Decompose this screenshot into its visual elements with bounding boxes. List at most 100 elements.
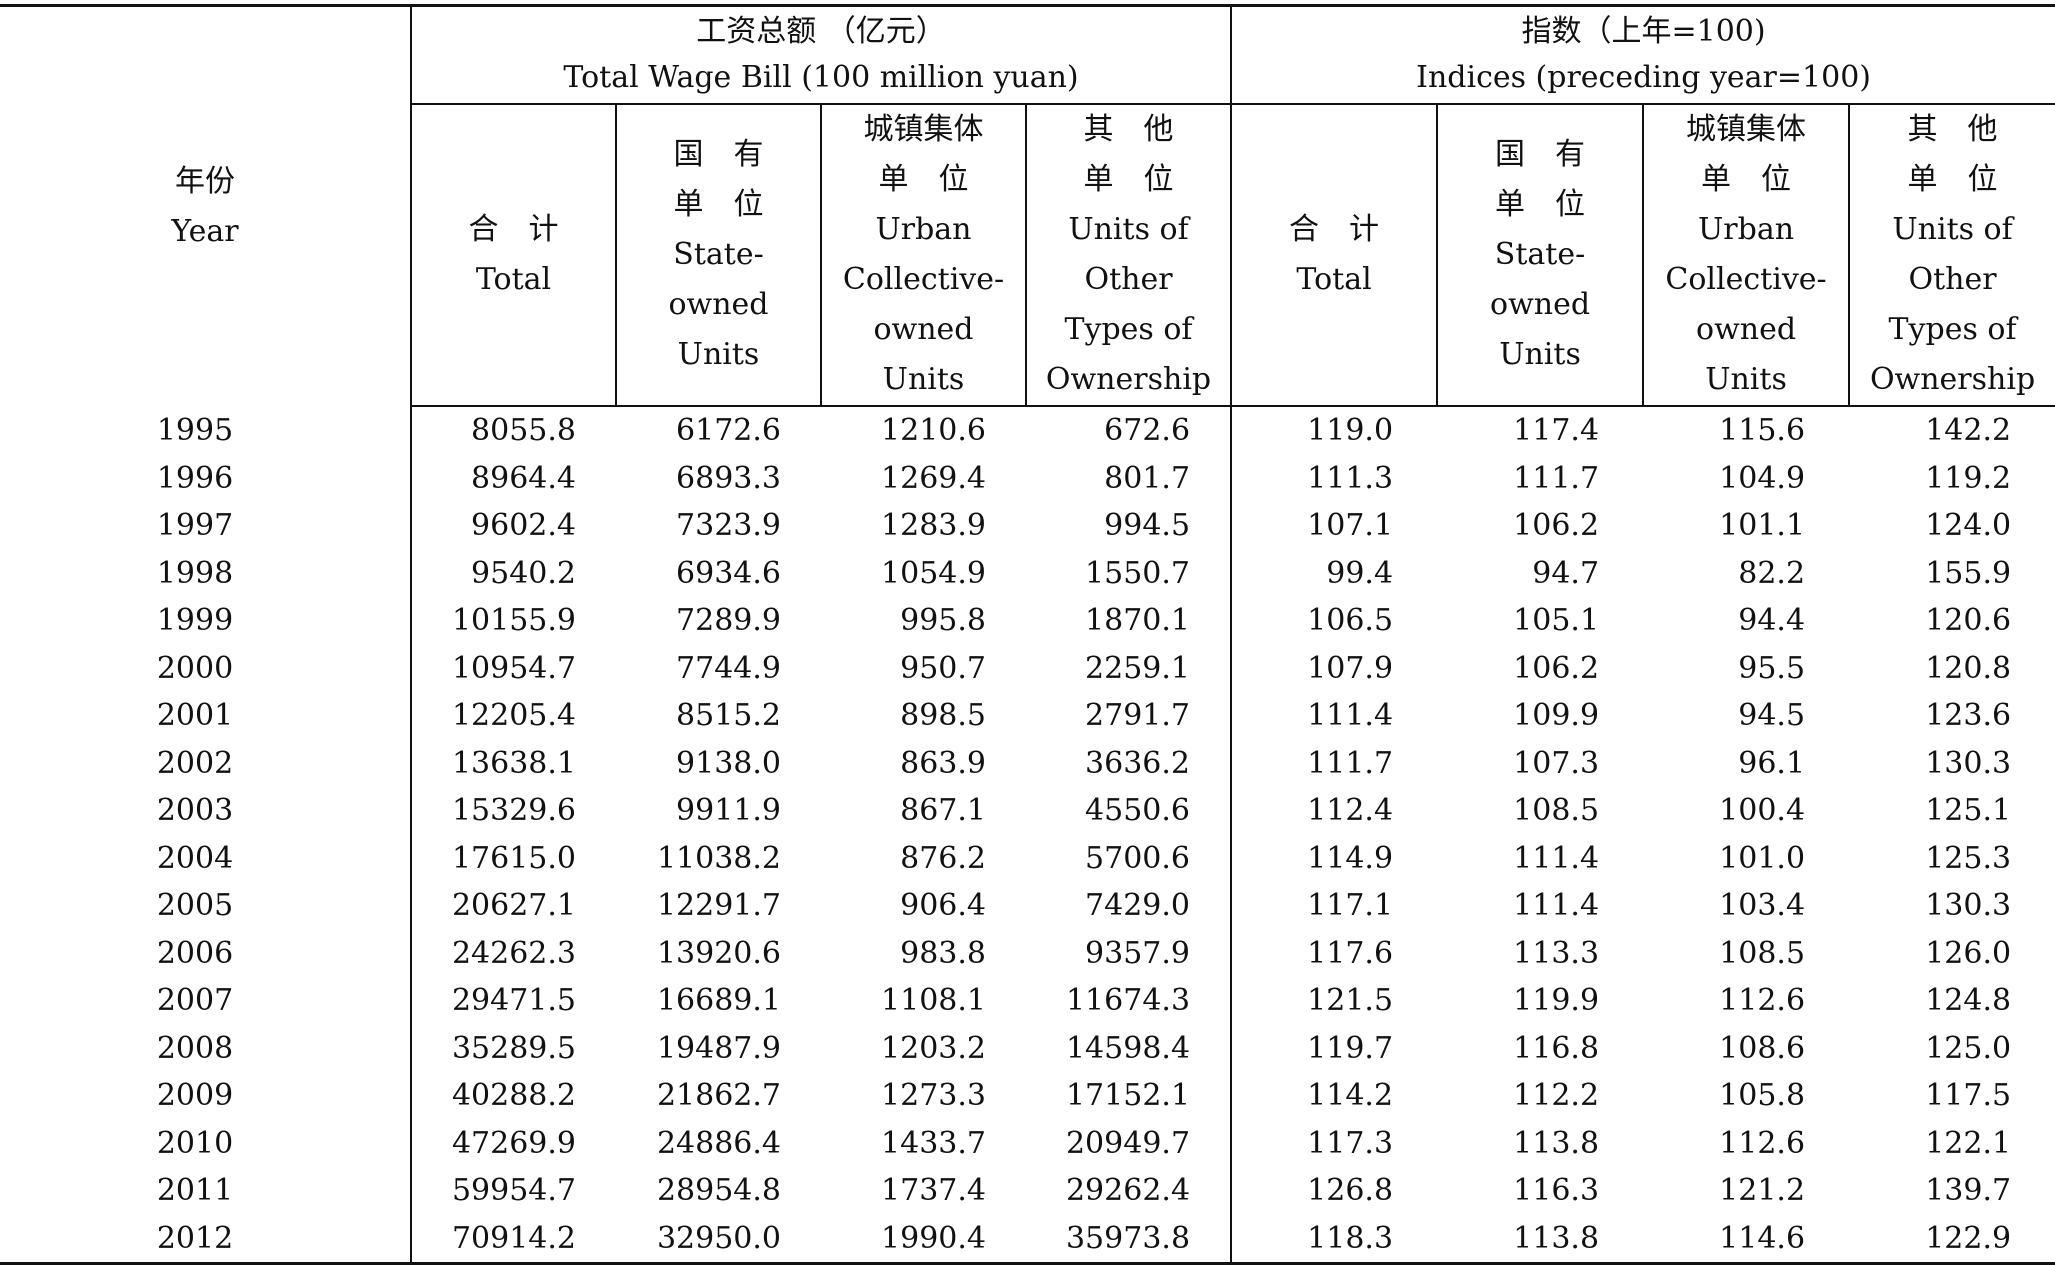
year-header-zh: 年份 bbox=[175, 163, 235, 199]
wage-collective-cell: 906.4 bbox=[900, 888, 986, 923]
wage-state-cell: 11038.2 bbox=[656, 840, 781, 876]
indices-header-en: Indices (preceding year=100) bbox=[1416, 60, 1872, 95]
index-collective-cell: 112.6 bbox=[1719, 1125, 1806, 1161]
wage-total-cell: 70914.2 bbox=[410, 1214, 616, 1264]
wage-state-cell: 13920.6 bbox=[656, 935, 781, 971]
wage-other-cell: 801.7 bbox=[1104, 460, 1191, 496]
index-state-cell: 94.7 bbox=[1532, 555, 1600, 591]
wage-collective-cell: 1269.4 bbox=[881, 460, 986, 496]
wage-other-cell: 672.6 bbox=[1104, 413, 1191, 448]
index-state-header-zh-2: 单 位 bbox=[1495, 187, 1586, 222]
index-collective-cell: 96.1 bbox=[1738, 745, 1806, 781]
index-state-cell: 108.5 bbox=[1513, 793, 1600, 828]
collective-header-zh-2: 单 位 bbox=[878, 162, 969, 197]
index-collective-cell: 104.9 bbox=[1719, 460, 1806, 496]
index-collective-cell: 121.2 bbox=[1719, 1173, 1806, 1208]
year-header-en: Year bbox=[171, 213, 239, 249]
index-state-cell: 116.3 bbox=[1513, 1173, 1600, 1208]
wage-other-cell: 2259.1 bbox=[1085, 650, 1191, 686]
index-total-cell: 117.6 bbox=[1230, 929, 1438, 977]
wage-total-cell: 29471.5 bbox=[410, 977, 616, 1025]
state-header-zh-1: 国 有 bbox=[673, 137, 764, 172]
index-collective-cell: 112.6 bbox=[1719, 983, 1806, 1018]
index-other-cell: 122.1 bbox=[1925, 1125, 2012, 1161]
index-state-cell: 113.3 bbox=[1513, 935, 1600, 971]
wage-bill-header-zh: 工资总额 （亿元） bbox=[696, 14, 946, 49]
index-total-cell: 126.8 bbox=[1230, 1167, 1438, 1215]
wage-state-cell: 6893.3 bbox=[676, 460, 781, 496]
index-state-header-zh-1: 国 有 bbox=[1495, 137, 1586, 172]
wage-state-cell: 9911.9 bbox=[676, 793, 781, 828]
index-total-cell: 112.4 bbox=[1230, 787, 1438, 835]
year-cell: 2012 bbox=[156, 1220, 234, 1256]
index-collective-cell: 95.5 bbox=[1738, 650, 1806, 686]
table-row: 2009 40288.2 21862.7 1273.3 17152.1 114.2 112.… bbox=[0, 1072, 2055, 1120]
table-row: 2010 47269.9 24886.4 1433.7 20949.7 117.3 113.… bbox=[0, 1119, 2055, 1167]
index-other-cell: 124.0 bbox=[1925, 508, 2012, 543]
index-collective-cell: 94.4 bbox=[1738, 603, 1806, 638]
table-row: 1995 8055.8 6172.6 1210.6 672.6 119.0 117.4 115… bbox=[0, 406, 2055, 455]
index-collective-header-en-2: Collective- bbox=[1665, 262, 1827, 297]
table-row: 2007 29471.5 16689.1 1108.1 11674.3 121.5 119.… bbox=[0, 977, 2055, 1025]
wage-collective-cell: 1737.4 bbox=[881, 1173, 986, 1208]
index-other-cell: 122.9 bbox=[1925, 1220, 2012, 1256]
index-other-header-zh-1: 其 他 bbox=[1907, 112, 1998, 147]
index-other-cell: 130.3 bbox=[1925, 745, 2012, 781]
index-collective-cell: 103.4 bbox=[1719, 888, 1806, 923]
index-other-cell: 125.0 bbox=[1925, 1030, 2012, 1066]
year-cell: 2004 bbox=[156, 840, 234, 876]
wage-total-cell: 8964.4 bbox=[410, 454, 616, 502]
wage-other-cell: 11674.3 bbox=[1065, 983, 1191, 1018]
year-cell: 2007 bbox=[156, 983, 234, 1018]
index-total-cell: 117.1 bbox=[1230, 882, 1438, 930]
wage-collective-cell: 876.2 bbox=[900, 840, 986, 876]
index-total-cell: 119.0 bbox=[1230, 406, 1438, 455]
index-collective-cell: 101.0 bbox=[1719, 840, 1806, 876]
collective-header-zh-1: 城镇集体 bbox=[863, 112, 984, 147]
index-total-cell: 107.1 bbox=[1230, 502, 1438, 550]
year-header: 年份 Year bbox=[0, 6, 411, 407]
index-state-cell: 111.7 bbox=[1513, 460, 1600, 496]
wage-other-cell: 994.5 bbox=[1104, 508, 1191, 543]
indices-header-zh: 指数（上年=100) bbox=[1521, 14, 1766, 49]
index-other-cell: 119.2 bbox=[1925, 460, 2012, 496]
wage-collective-cell: 1054.9 bbox=[881, 555, 986, 591]
index-total-header-zh: 合 计 bbox=[1289, 212, 1380, 247]
wage-collective-cell: 995.8 bbox=[900, 603, 986, 638]
index-other-cell: 120.8 bbox=[1925, 650, 2012, 686]
wage-bill-header-en: Total Wage Bill (100 million yuan) bbox=[563, 60, 1079, 95]
year-cell: 2003 bbox=[156, 793, 234, 828]
wage-other-header: 其 他 单 位 Units of Other Types of Ownershi… bbox=[1024, 104, 1232, 407]
table-row: 2011 59954.7 28954.8 1737.4 29262.4 126.8 116.… bbox=[0, 1167, 2055, 1215]
index-total-cell: 118.3 bbox=[1230, 1214, 1438, 1264]
index-other-header-en-4: Ownership bbox=[1869, 362, 2036, 397]
collective-header-en-4: Units bbox=[882, 362, 965, 397]
state-header-en-3: Units bbox=[677, 337, 760, 372]
index-total-cell: 107.9 bbox=[1230, 644, 1438, 692]
index-collective-cell: 115.6 bbox=[1719, 413, 1806, 448]
table-row: 1999 10155.9 7289.9 995.8 1870.1 106.5 105.1 94… bbox=[0, 597, 2055, 645]
index-state-header-en-2: owned bbox=[1490, 287, 1591, 322]
table-row: 2006 24262.3 13920.6 983.8 9357.9 117.6 113.3 1… bbox=[0, 929, 2055, 977]
wage-collective-cell: 1283.9 bbox=[881, 508, 986, 543]
index-other-cell: 125.3 bbox=[1925, 840, 2012, 876]
index-collective-header-zh-2: 单 位 bbox=[1701, 162, 1792, 197]
year-cell: 2011 bbox=[156, 1173, 234, 1208]
wage-total-cell: 40288.2 bbox=[410, 1072, 616, 1120]
state-header-zh-2: 单 位 bbox=[673, 187, 764, 222]
index-total-cell: 114.9 bbox=[1230, 834, 1438, 882]
wage-collective-header: 城镇集体 单 位 Urban Collective- owned Units bbox=[820, 104, 1026, 407]
wage-total-cell: 12205.4 bbox=[410, 692, 616, 740]
index-total-cell: 114.2 bbox=[1230, 1072, 1438, 1120]
wage-collective-cell: 950.7 bbox=[900, 650, 986, 686]
wage-other-cell: 7429.0 bbox=[1085, 888, 1191, 923]
other-header-zh-2: 单 位 bbox=[1083, 162, 1174, 197]
wage-total-cell: 9540.2 bbox=[410, 549, 616, 597]
index-collective-cell: 94.5 bbox=[1738, 698, 1806, 733]
wage-state-cell: 6934.6 bbox=[676, 555, 781, 591]
wage-state-cell: 7323.9 bbox=[676, 508, 781, 543]
index-total-cell: 121.5 bbox=[1230, 977, 1438, 1025]
year-cell: 1999 bbox=[156, 603, 234, 638]
index-state-cell: 117.4 bbox=[1513, 413, 1600, 448]
state-header-en-1: State- bbox=[673, 237, 764, 272]
